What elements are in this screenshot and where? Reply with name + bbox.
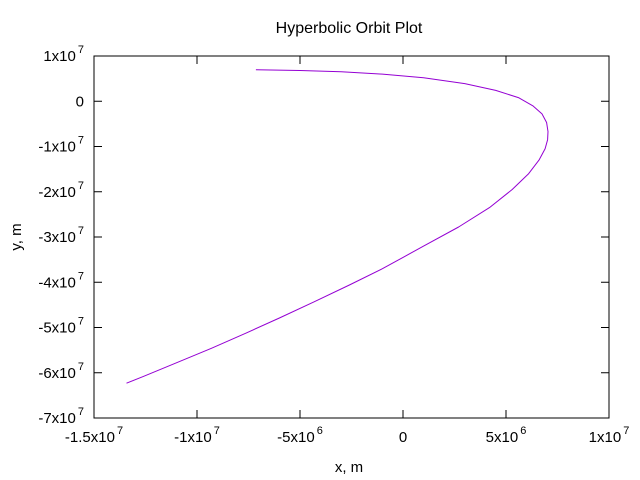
y-tick-labels: 1x10 70-1x10 7-2x10 7-3x10 7-4x10 7-5x10 7-6x1… [38,44,84,427]
x-tick-label-0: -1.5x10 7 [65,425,123,446]
tick-marks [93,55,610,419]
plot-frame [93,55,610,419]
x-tick-label-3: 0 [399,429,407,446]
x-tick-label-4-exponent: 6 [520,425,526,437]
x-tick-label-2: -5x10 6 [277,425,323,446]
y-tick-label-0-base: 1x10 [43,48,76,65]
y-tick-label-2-exponent: 7 [78,135,84,147]
y-tick-label-1-base: 0 [76,93,84,110]
y-tick-label-4-base: -3x10 [38,229,76,246]
x-axis-label: x, m [335,459,363,476]
y-tick-label-0: 1x10 7 [43,44,84,65]
y-tick-label-6: -5x10 7 [38,316,84,337]
y-tick-label-7-base: -6x10 [38,365,76,382]
x-tick-label-3-base: 0 [399,429,407,446]
orbit-series-line-0 [126,69,549,384]
x-tick-label-5-base: 1x10 [589,429,622,446]
y-tick-label-6-base: -5x10 [38,320,76,337]
y-axis-label: y, m [8,223,25,250]
y-tick-label-3-base: -2x10 [38,184,76,201]
y-tick-label-5-exponent: 7 [78,270,84,282]
x-tick-label-2-base: -5x10 [277,429,315,446]
y-tick-label-4-exponent: 7 [78,225,84,237]
y-tick-label-5-base: -4x10 [38,274,76,291]
x-tick-label-5-exponent: 7 [623,425,629,437]
x-tick-label-0-base: -1.5x10 [65,429,115,446]
y-tick-label-0-exponent: 7 [78,44,84,56]
y-tick-label-2-base: -1x10 [38,139,76,156]
y-tick-label-6-exponent: 7 [78,316,84,328]
y-tick-label-2: -1x10 7 [38,135,84,156]
chart-title: Hyperbolic Orbit Plot [276,20,423,37]
y-tick-label-4: -3x10 7 [38,225,84,246]
x-tick-label-1: -1x10 7 [174,425,220,446]
x-tick-label-5: 1x10 7 [589,425,630,446]
y-tick-label-8-base: -7x10 [38,410,76,427]
x-tick-label-1-exponent: 7 [214,425,220,437]
x-tick-label-4: 5x10 6 [486,425,527,446]
y-tick-label-8: -7x10 7 [38,406,84,427]
y-tick-label-7: -6x10 7 [38,361,84,382]
x-tick-label-1-base: -1x10 [174,429,212,446]
x-tick-label-4-base: 5x10 [486,429,519,446]
y-tick-label-5: -4x10 7 [38,270,84,291]
y-tick-label-3-exponent: 7 [78,180,84,192]
y-tick-label-3: -2x10 7 [38,180,84,201]
x-tick-labels: -1.5x10 7 -1x10 7 -5x10 6 0 5x10 6 1x10 7 [65,425,629,446]
x-tick-label-2-exponent: 6 [317,425,323,437]
y-tick-label-8-exponent: 7 [78,406,84,418]
series-group [126,69,549,384]
x-tick-label-0-exponent: 7 [117,425,123,437]
y-tick-label-1: 0 [76,93,84,110]
y-tick-label-7-exponent: 7 [78,361,84,373]
